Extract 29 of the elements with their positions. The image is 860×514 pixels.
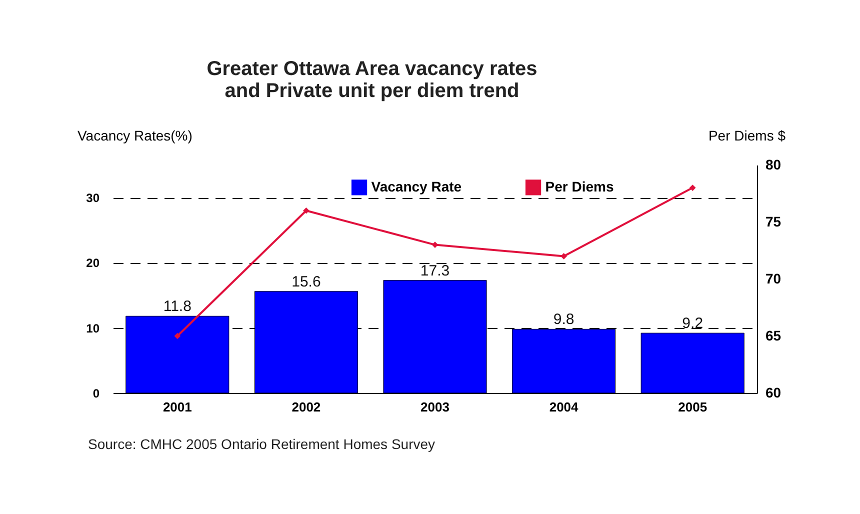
source-note: Source: CMHC 2005 Ontario Retirement Homes Survey (88, 436, 436, 452)
point (303, 207, 310, 214)
x-tick-label: 2005 (678, 400, 708, 414)
y-tick-label: 20 (86, 256, 100, 270)
y2-tick-label: 80 (766, 156, 782, 172)
data-label: 11.8 (163, 298, 192, 316)
y2-tick-label: 60 (766, 384, 782, 400)
x-tick-label: 2004 (549, 400, 580, 414)
data-label: 17.3 (420, 262, 450, 280)
y2-tick-label: 75 (766, 214, 782, 230)
y2-tick-label: 65 (766, 328, 782, 344)
legend-label: Per Diems (545, 178, 614, 194)
legend-label: Vacancy Rate (371, 178, 462, 194)
y2-tick-label: 70 (766, 270, 782, 286)
chart-title: Greater Ottawa Area vacancy rates and Private unit per diem trend (206, 58, 538, 102)
point (432, 242, 438, 248)
data-label: 9.2 (682, 315, 704, 332)
point (174, 332, 181, 340)
y-tick-label: 30 (86, 191, 100, 206)
point (689, 184, 696, 191)
x-tick-label: 2002 (292, 400, 321, 414)
y-tick-label: 10 (86, 321, 100, 336)
y2-axis-title: Per Diems $ (708, 128, 786, 144)
data-label: 9.8 (553, 311, 574, 328)
data-label: 15.6 (292, 273, 321, 290)
x-tick-label: 2001 (162, 400, 192, 414)
y-tick-label: 0 (92, 386, 100, 400)
x-tick-label: 2003 (420, 400, 450, 414)
y-axis-title: Vacancy Rates(%) (78, 128, 192, 144)
